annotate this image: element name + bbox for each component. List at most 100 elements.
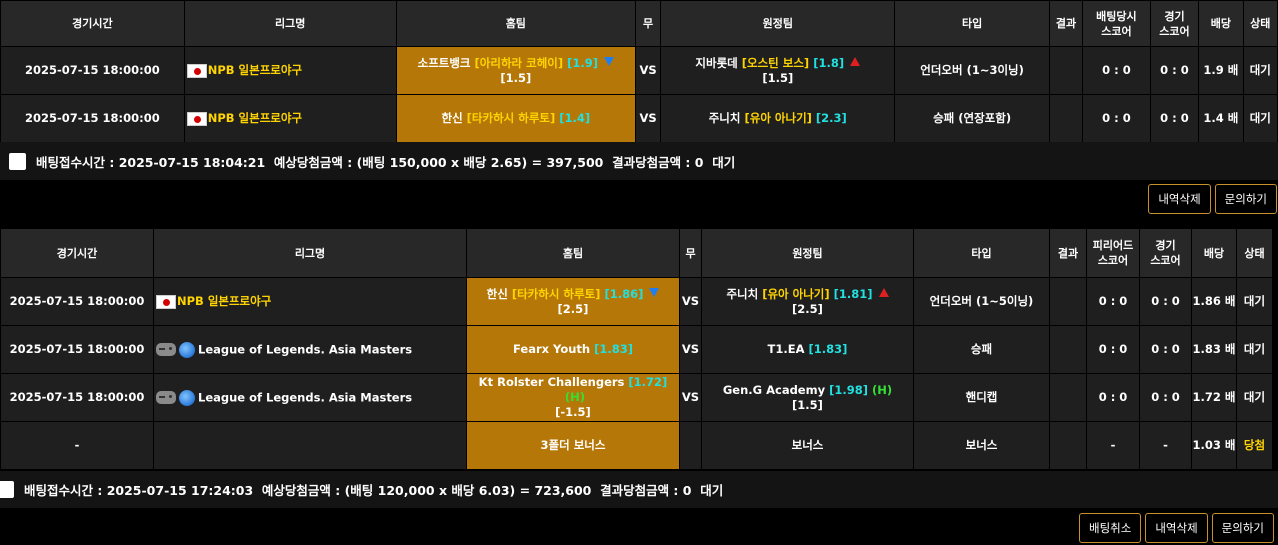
pitcher-name: [아리하라 코헤이]	[474, 55, 564, 70]
header-draw: 무	[679, 228, 702, 278]
status-cell: 당첨	[1236, 421, 1273, 470]
select-checkbox[interactable]	[9, 152, 26, 170]
result-cell	[1049, 277, 1087, 326]
odds-cell: 1.9 배	[1198, 46, 1244, 95]
bet-table: 경기시간 리그명 홈팀 무 원정팀 타입 결과 배팅당시 스코어 경기 스코어 배당 상태 2025…	[0, 0, 1278, 143]
table-row: 2025-07-15 18:00:00 League of Legends. As…	[0, 373, 1273, 422]
japan-flag-icon	[186, 111, 207, 126]
league-name: NPB 일본프로야구	[177, 294, 272, 308]
team-line: Fearx Youth [1.83]	[468, 342, 679, 357]
team-name: 소프트뱅크	[417, 55, 471, 70]
away-team-cell[interactable]: T1.EA [1.83]	[701, 325, 914, 374]
header-odds: 배당	[1191, 228, 1237, 278]
odds-down-icon	[604, 56, 615, 66]
select-checkbox[interactable]	[0, 481, 14, 498]
home-team-cell[interactable]: 소프트뱅크 [아리하라 코헤이] [1.9] [1.5]	[395, 46, 636, 95]
bet-score: 0 : 0	[1086, 373, 1140, 422]
result-cell	[1048, 94, 1084, 143]
draw-cell: VS	[679, 325, 702, 374]
status-cell: 대기	[1242, 94, 1278, 143]
league-name: League of Legends. Asia Masters	[198, 390, 413, 404]
game-score: 0 : 0	[1149, 94, 1200, 143]
bet-info-text: 배팅접수시간 : 2025-07-15 17:24:03 예상당첨금액 : (배…	[24, 483, 724, 498]
home-team-cell[interactable]: 3폴더 보너스	[466, 421, 680, 470]
match-time: 2025-07-15 18:00:00	[0, 46, 185, 95]
status-cell: 대기	[1236, 325, 1273, 374]
header-away: 원정팀	[701, 228, 914, 278]
odds-cell: 1.83 배	[1191, 325, 1237, 374]
away-team-cell[interactable]: 주니치 [유아 아나기] [2.3]	[660, 94, 896, 143]
japan-flag-icon	[186, 63, 207, 78]
odds-cell: 1.72 배	[1191, 373, 1237, 422]
bet-score: 0 : 0	[1086, 325, 1140, 374]
delete-history-button[interactable]: 내역삭제	[1145, 513, 1208, 543]
bet-slip-1: 경기시간 리그명 홈팀 무 원정팀 타입 결과 배팅당시 스코어 경기 스코어 배당 상태 2025…	[0, 0, 1278, 214]
inquiry-button[interactable]: 문의하기	[1211, 513, 1274, 543]
away-team-cell[interactable]: 주니치 [유아 아나기] [1.81] [2.5]	[701, 277, 914, 326]
game-score: -	[1139, 421, 1192, 470]
result-cell	[1049, 373, 1087, 422]
result-cell	[1048, 46, 1084, 95]
cancel-bet-button[interactable]: 배팅취소	[1079, 513, 1142, 543]
header-bet-score: 배팅당시 스코어	[1082, 0, 1151, 47]
action-buttons: 배팅취소 내역삭제 문의하기	[1079, 513, 1274, 543]
line-value: [1.5]	[792, 397, 823, 412]
home-team-cell[interactable]: Kt Rolster Challengers [1.72] (H) [-1.5]	[466, 373, 680, 422]
home-team-cell[interactable]: 한신 [타카하시 하루토] [1.86] [2.5]	[466, 277, 680, 326]
away-team-cell[interactable]: 보너스	[701, 421, 914, 470]
bet-slip-2: 경기시간 리그명 홈팀 무 원정팀 타입 결과 피리어드 스코어 경기 스코어 배당 상태 2025…	[0, 228, 1278, 545]
odds-down-icon	[649, 287, 660, 297]
team-line: 주니치 [유아 아나기] [2.3]	[662, 111, 894, 126]
league-cell: NPB 일본프로야구	[183, 46, 397, 95]
team-line: 지바롯데 [오스틴 보스] [1.8]	[662, 55, 894, 71]
delete-history-button[interactable]: 내역삭제	[1148, 184, 1211, 214]
bet-info-bar: 배팅접수시간 : 2025-07-15 17:24:03 예상당첨금액 : (배…	[0, 471, 1278, 508]
pitcher-name: [타카하시 하루토]	[511, 286, 601, 301]
table-body: 2025-07-15 18:00:00 NPB 일본프로야구 한신 [타카하시 하루…	[0, 277, 1273, 470]
team-odds: [2.3]	[815, 111, 847, 125]
team-name: Kt Rolster Challengers	[478, 375, 625, 389]
team-line: Gen.G Academy [1.98] (H)	[703, 382, 913, 398]
league-cell: League of Legends. Asia Masters	[153, 373, 467, 422]
game-score: 0 : 0	[1139, 373, 1192, 422]
home-team-cell[interactable]: Fearx Youth [1.83]	[466, 325, 680, 374]
team-name: Fearx Youth	[513, 342, 591, 356]
league-name: NPB 일본프로야구	[207, 63, 303, 77]
bet-score: 0 : 0	[1082, 46, 1151, 95]
globe-icon	[179, 389, 195, 406]
pitcher-name: [타카하시 하루토]	[466, 111, 556, 125]
pitcher-name: [유아 아나기]	[744, 111, 812, 125]
header-type: 타입	[894, 0, 1050, 47]
draw-cell: VS	[679, 373, 702, 422]
team-odds: [1.98]	[829, 382, 868, 397]
match-time: 2025-07-15 18:00:00	[0, 94, 185, 143]
bet-info-bar: 배팅접수시간 : 2025-07-15 18:04:21 예상당첨금액 : (배…	[0, 142, 1278, 180]
odds-cell: 1.03 배	[1191, 421, 1237, 470]
line-value: [2.5]	[557, 301, 589, 316]
line-value: [2.5]	[792, 301, 823, 316]
header-result: 결과	[1048, 0, 1084, 47]
odds-up-icon	[878, 287, 889, 297]
match-time: 2025-07-15 18:00:00	[0, 325, 154, 374]
team-name: 3폴더 보너스	[540, 438, 606, 452]
inquiry-button[interactable]: 문의하기	[1214, 184, 1277, 214]
bet-type: 승패	[913, 325, 1050, 374]
team-odds: [1.72]	[628, 375, 668, 389]
table-row: 2025-07-15 18:00:00 League of Legends. As…	[0, 325, 1273, 374]
table-row: 2025-07-15 18:00:00 NPB 일본프로야구 한신 [타카하시 하루…	[0, 277, 1273, 326]
status-cell: 대기	[1236, 277, 1273, 326]
team-odds: [1.8]	[813, 55, 845, 70]
team-line: 주니치 [유아 아나기] [1.81]	[703, 287, 913, 302]
league-cell: League of Legends. Asia Masters	[153, 325, 467, 374]
league-cell: NPB 일본프로야구	[153, 277, 467, 326]
team-line: T1.EA [1.83]	[703, 342, 913, 357]
away-team-cell[interactable]: Gen.G Academy [1.98] (H) [1.5]	[701, 373, 914, 422]
away-team-cell[interactable]: 지바롯데 [오스틴 보스] [1.8] [1.5]	[660, 46, 896, 95]
team-odds: [1.9]	[567, 55, 599, 70]
header-bet-score: 피리어드 스코어	[1086, 228, 1140, 278]
team-odds: [1.83]	[808, 342, 848, 356]
header-status: 상태	[1236, 228, 1273, 278]
pitcher-name: [오스틴 보스]	[741, 55, 810, 70]
header-status: 상태	[1242, 0, 1278, 47]
home-team-cell[interactable]: 한신 [타카하시 하루토] [1.4]	[395, 94, 636, 143]
